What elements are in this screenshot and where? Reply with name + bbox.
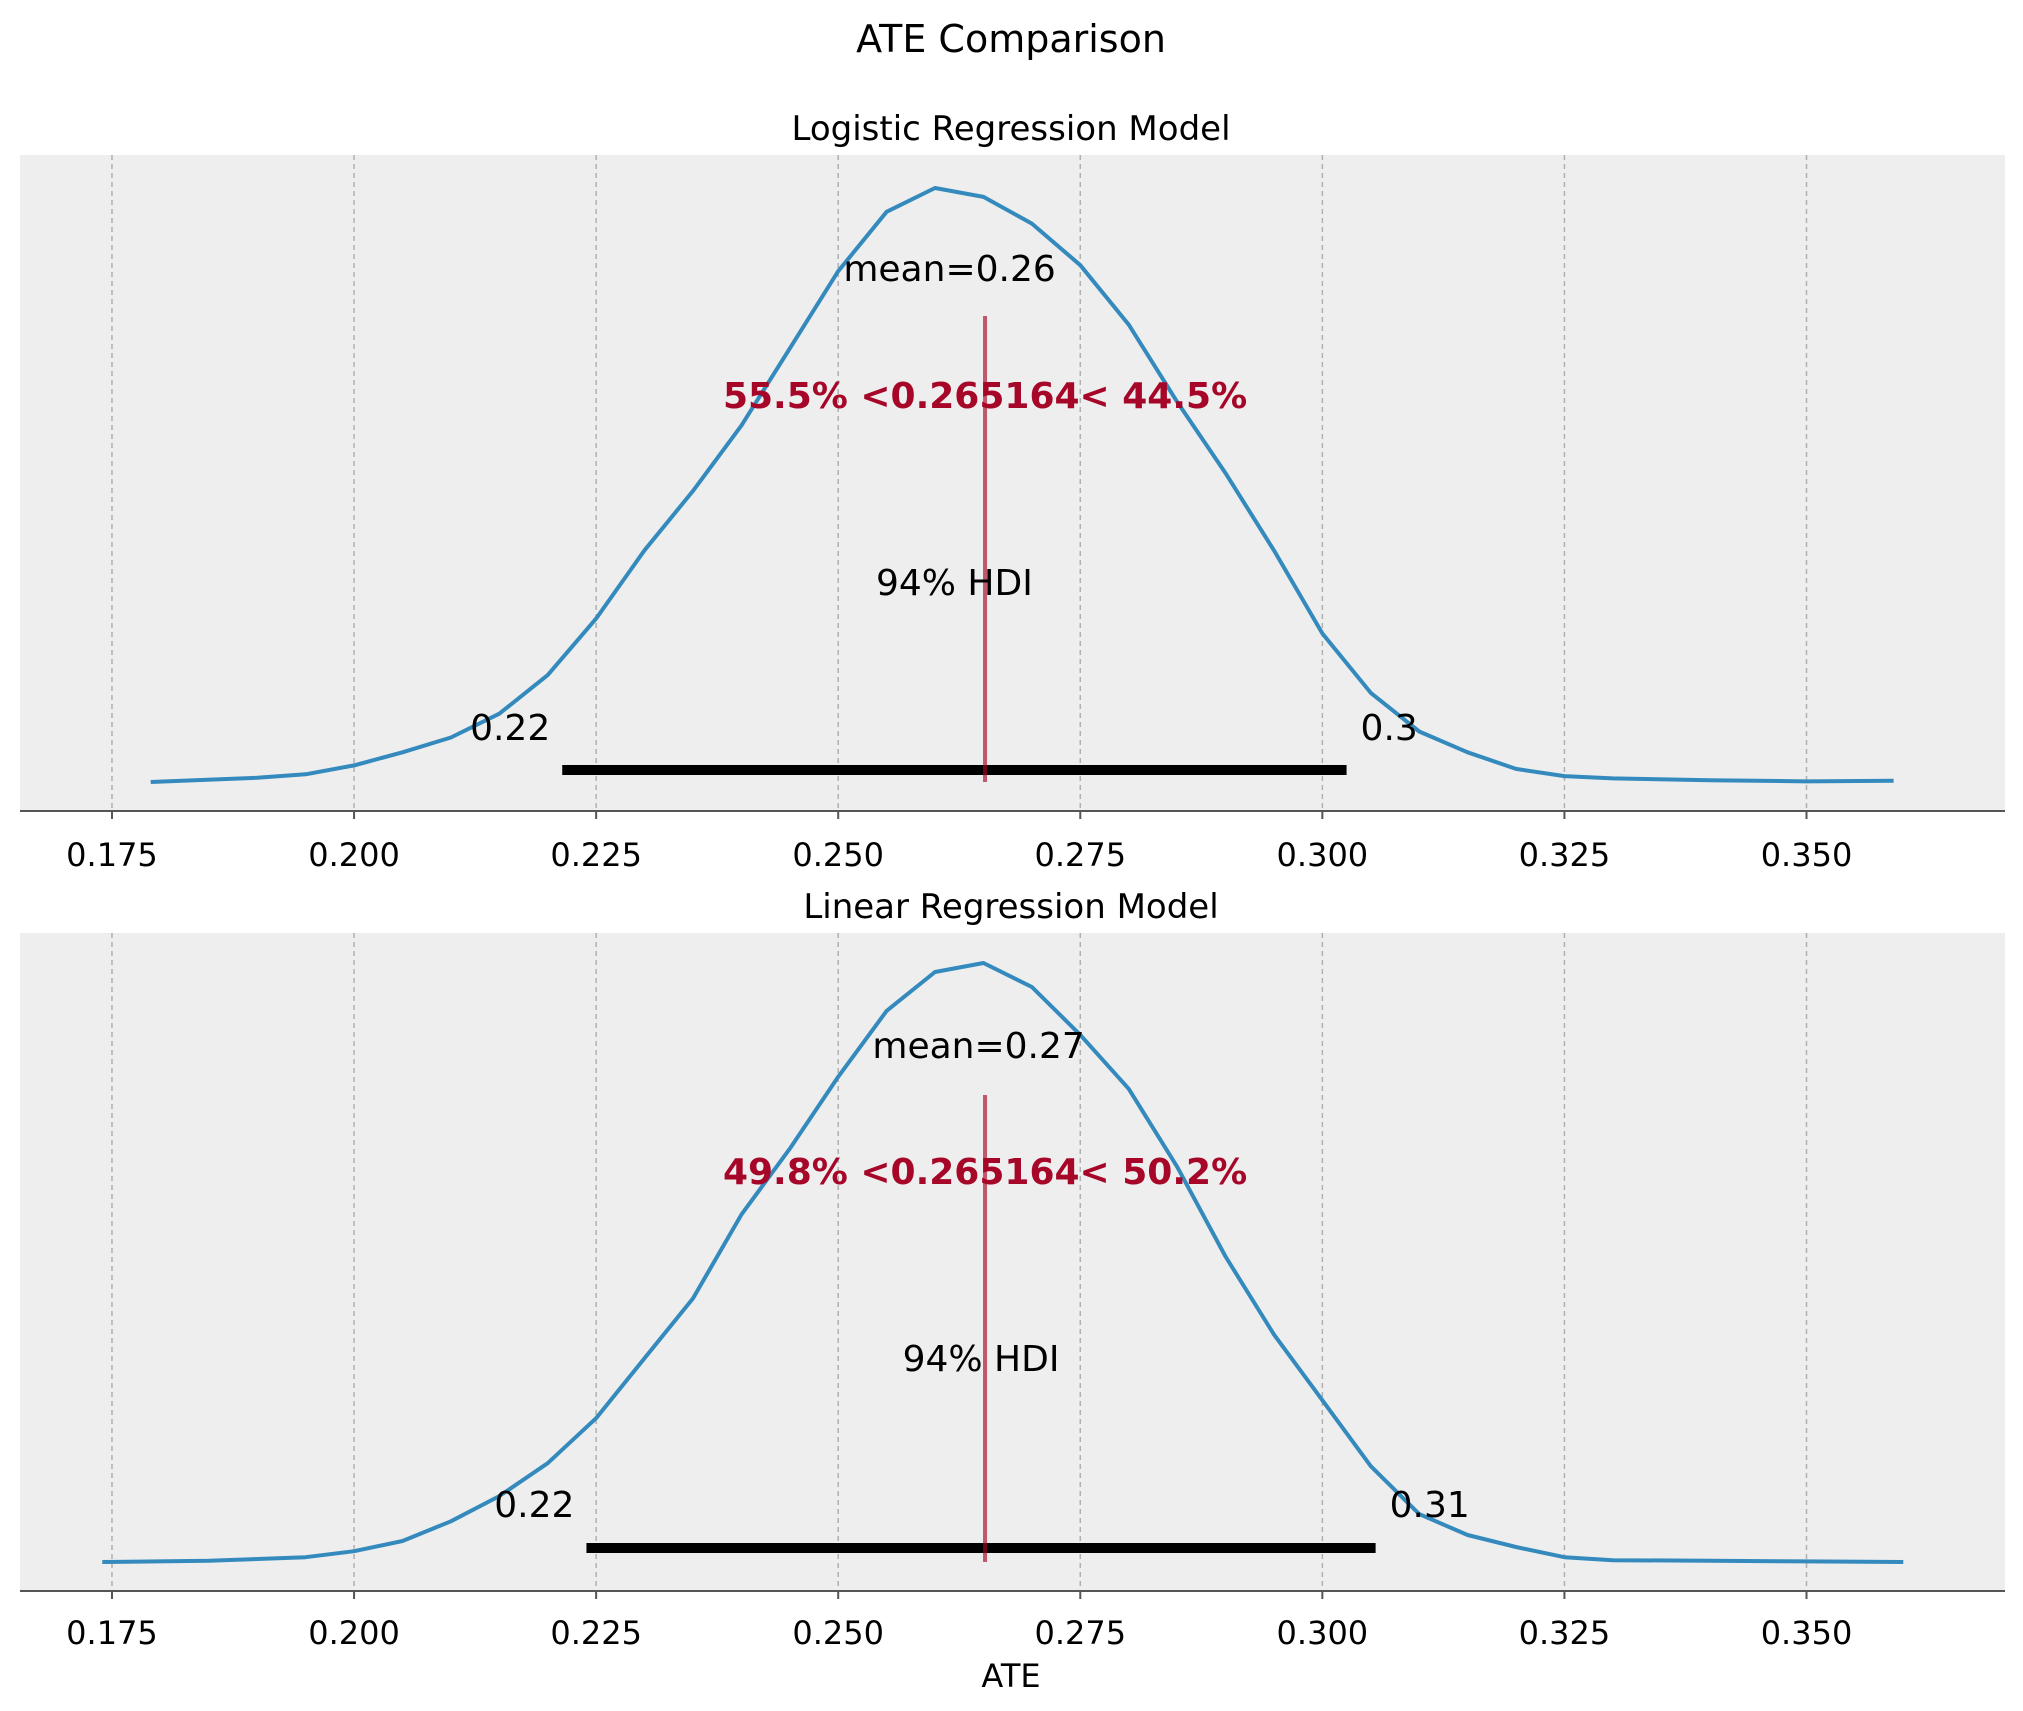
x-tick-label: 0.225 <box>550 1614 642 1652</box>
x-tick-label: 0.325 <box>1519 1614 1611 1652</box>
x-tick-label: 0.275 <box>1034 836 1126 874</box>
hdi-high-label: 0.3 <box>1361 708 1418 749</box>
mean-label: mean=0.27 <box>872 1026 1084 1067</box>
x-tick-label: 0.200 <box>308 1614 400 1652</box>
plot-area <box>20 155 2005 811</box>
x-tick-label: 0.275 <box>1034 1614 1126 1652</box>
mean-label: mean=0.26 <box>843 249 1055 290</box>
x-ticks: 0.175 0.200 0.225 0.250 0.275 0.300 0.325 0.350 <box>66 1591 1852 1652</box>
x-tick-label: 0.325 <box>1519 836 1611 874</box>
hdi-label: 94% HDI <box>876 563 1033 604</box>
hdi-low-label: 0.22 <box>470 708 550 749</box>
x-tick-label: 0.300 <box>1277 1614 1369 1652</box>
hdi-high-label: 0.31 <box>1390 1485 1470 1526</box>
posterior-density-curve <box>150 186 1894 784</box>
x-axis-label: ATE <box>981 1657 1040 1695</box>
x-tick-label: 0.350 <box>1761 836 1853 874</box>
x-tick-label: 0.250 <box>792 836 884 874</box>
panel-title: Linear Regression Model <box>803 887 1218 927</box>
x-tick-label: 0.350 <box>1761 1614 1853 1652</box>
x-tick-label: 0.250 <box>792 1614 884 1652</box>
x-tick-label: 0.300 <box>1277 836 1369 874</box>
x-tick-label: 0.175 <box>66 836 158 874</box>
plot-area <box>20 933 2005 1591</box>
posterior-density-curve <box>102 961 1904 1564</box>
reference-label: 55.5% <0.265164< 44.5% <box>723 376 1247 417</box>
panel-logistic-regression: Logistic Regression Model mean=0.26 55.5… <box>20 109 2005 874</box>
panel-linear-regression: Linear Regression Model mean=0.27 49.8% … <box>20 887 2005 1695</box>
figure-suptitle: ATE Comparison <box>856 17 1166 61</box>
panel-title: Logistic Regression Model <box>791 109 1230 149</box>
x-ticks: 0.175 0.200 0.225 0.250 0.275 0.300 0.325 0.350 <box>66 811 1852 874</box>
hdi-low-label: 0.22 <box>494 1485 574 1526</box>
reference-label: 49.8% <0.265164< 50.2% <box>723 1152 1247 1193</box>
x-tick-label: 0.200 <box>308 836 400 874</box>
x-tick-label: 0.175 <box>66 1614 158 1652</box>
x-gridlines <box>111 933 1808 1591</box>
x-tick-label: 0.225 <box>550 836 642 874</box>
hdi-label: 94% HDI <box>903 1339 1060 1380</box>
